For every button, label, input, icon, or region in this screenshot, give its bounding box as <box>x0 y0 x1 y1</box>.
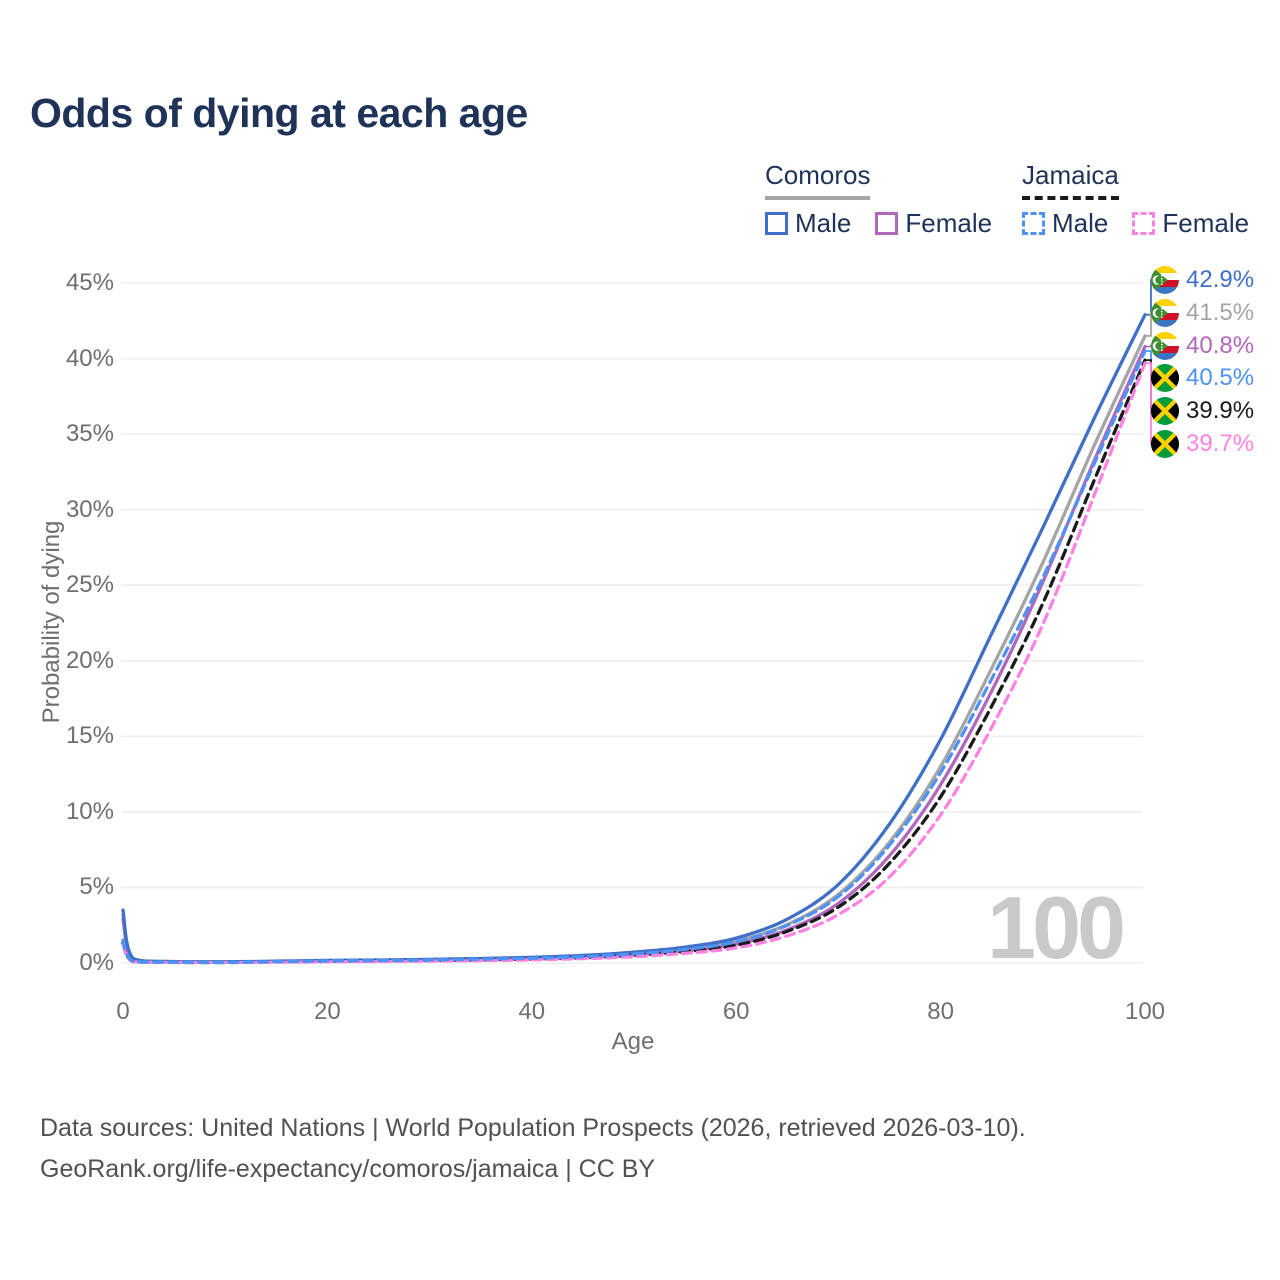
end-label-value: 41.5% <box>1186 298 1255 326</box>
x-tick-label: 60 <box>722 998 750 1025</box>
legend-item-jamaica-female[interactable]: Female <box>1132 208 1249 239</box>
y-tick-label: 5% <box>79 873 114 901</box>
y-tick-label: 20% <box>65 646 114 674</box>
jamaica-female-swatch-icon <box>1132 212 1156 235</box>
legend-country-comoros[interactable]: Comoros <box>765 160 871 200</box>
x-tick-label: 20 <box>314 998 341 1025</box>
footer-attribution: GeoRank.org/life-expectancy/comoros/jama… <box>40 1154 656 1183</box>
legend-item-jamaica-male[interactable]: Male <box>1022 208 1108 239</box>
comoros-flag-icon <box>1151 298 1179 327</box>
x-tick-label: 80 <box>927 998 954 1025</box>
legend-label-comoros-male: Male <box>795 208 852 238</box>
end-label-jamaica-399: 39.9% <box>1151 395 1254 428</box>
y-axis-title: Probability of dying <box>38 520 65 724</box>
legend-label-comoros-female: Female <box>905 208 993 238</box>
legend-group-comoros: Comoros Male Female <box>765 160 992 239</box>
footer-data-sources: Data sources: United Nations | World Pop… <box>40 1114 1026 1142</box>
end-label-value: 40.8% <box>1186 331 1255 359</box>
legend-item-comoros-female[interactable]: Female <box>875 208 992 239</box>
comoros-flag-icon <box>1151 266 1179 294</box>
legend-label-jamaica-female: Female <box>1162 208 1250 238</box>
legend-country-jamaica[interactable]: Jamaica <box>1022 160 1119 200</box>
x-axis-title: Age <box>611 1028 655 1055</box>
end-label-comoros-415: 41.5% <box>1151 296 1254 329</box>
y-tick-label: 45% <box>65 269 114 296</box>
series-line-comoros-male <box>121 313 1147 964</box>
y-tick-label: 35% <box>65 420 114 448</box>
comoros-flag-icon <box>1151 331 1179 360</box>
comoros-female-swatch-icon <box>875 212 899 235</box>
legend-label-jamaica-male: Male <box>1052 208 1109 238</box>
comoros-male-swatch-icon <box>765 212 788 235</box>
series-line-jamaica-male <box>121 349 1147 965</box>
y-tick-label: 10% <box>65 797 114 825</box>
footer: Data sources: United Nations | World Pop… <box>40 1108 1026 1189</box>
end-label-comoros-408: 40.8% <box>1151 329 1254 362</box>
end-label-value: 40.5% <box>1186 364 1255 392</box>
y-tick-label: 40% <box>65 344 114 372</box>
jamaica-flag-icon <box>1151 364 1179 393</box>
chart-title: Odds of dying at each age <box>30 90 528 136</box>
y-tick-label: 0% <box>79 949 114 976</box>
y-tick-label: 15% <box>65 722 114 750</box>
end-label-jamaica-397: 39.7% <box>1151 428 1254 461</box>
jamaica-flag-icon <box>1151 397 1179 426</box>
x-tick-label: 100 <box>1124 998 1166 1025</box>
series-line-jamaica-female <box>121 361 1147 965</box>
end-label-value: 39.9% <box>1186 397 1255 425</box>
series-line-comoros-female <box>121 344 1147 964</box>
end-label-value: 42.9% <box>1186 266 1255 293</box>
y-tick-label: 30% <box>65 495 114 523</box>
y-tick-label: 25% <box>65 571 114 599</box>
series-line-comoros-both <box>121 334 1147 964</box>
legend-item-comoros-male[interactable]: Male <box>765 208 851 239</box>
end-label-value: 39.7% <box>1186 430 1255 457</box>
x-tick-label: 0 <box>116 998 130 1025</box>
jamaica-flag-icon <box>1151 430 1179 458</box>
jamaica-male-swatch-icon <box>1022 212 1045 235</box>
end-label-jamaica-405: 40.5% <box>1151 362 1254 395</box>
x-tick-label: 40 <box>518 998 546 1025</box>
age-watermark: 100 <box>987 878 1126 977</box>
end-label-comoros-429: 42.9% <box>1151 264 1254 297</box>
legend-group-jamaica: Jamaica Male Female <box>1022 160 1249 239</box>
